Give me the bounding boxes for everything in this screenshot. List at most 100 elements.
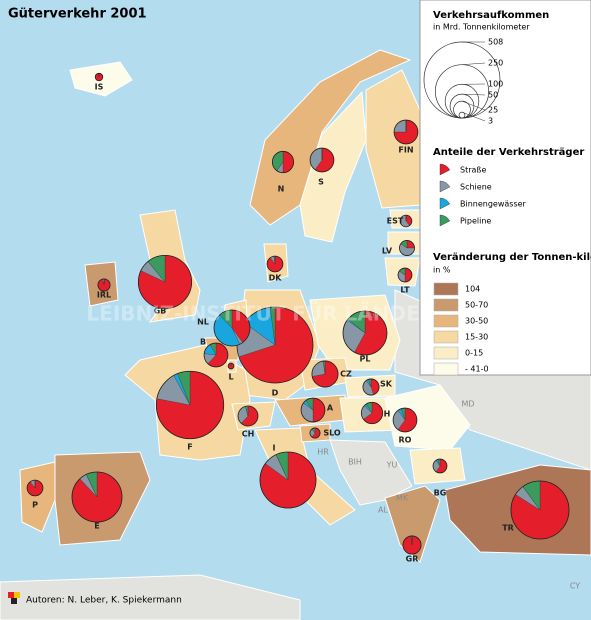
pie-outline — [360, 401, 384, 425]
logo — [14, 592, 20, 598]
leader — [461, 93, 486, 96]
country-label: EST — [387, 217, 404, 226]
country-label: SLO — [323, 429, 341, 438]
mode-label: Binnengewässer — [460, 200, 527, 209]
country — [249, 49, 412, 226]
pie-outline — [137, 254, 193, 310]
pie-outline — [402, 535, 422, 555]
country-label: IS — [95, 83, 104, 92]
leader — [461, 62, 486, 65]
pie-outline — [362, 378, 380, 396]
pie-outline — [271, 150, 295, 174]
size-label: 50 — [488, 91, 498, 100]
mode-swatch — [439, 180, 451, 193]
mode-swatch — [439, 197, 451, 210]
other-label: MD — [461, 400, 474, 409]
other-label: HR — [317, 448, 329, 457]
pie-outline — [266, 255, 284, 273]
class-label: 104 — [465, 285, 480, 294]
other-label: CY — [570, 582, 580, 591]
mode-label: Pipeline — [460, 217, 491, 226]
class-swatch — [433, 298, 459, 312]
pie-outline — [392, 407, 418, 433]
class-swatch — [433, 346, 459, 360]
mode-label: Schiene — [460, 183, 492, 192]
class-label: - 41-0 — [465, 365, 489, 374]
country — [19, 461, 56, 533]
logo — [8, 592, 14, 598]
country-label: LV — [382, 247, 393, 256]
other-label: AL — [378, 506, 388, 515]
pie-outline — [399, 214, 413, 228]
other-label: YU — [386, 461, 398, 470]
other-label: RUS — [366, 313, 379, 320]
mode-swatch — [439, 163, 451, 176]
pie-outline — [97, 278, 111, 292]
country-label: PL — [360, 355, 371, 364]
pie-outline — [510, 480, 570, 540]
class-swatch — [433, 362, 459, 376]
country-label: CZ — [340, 370, 352, 379]
leader — [461, 111, 486, 122]
country-label: E — [94, 522, 99, 531]
country-label: H — [384, 410, 391, 419]
class-label: 0-15 — [465, 349, 483, 358]
other-land — [329, 439, 413, 506]
country — [384, 384, 471, 451]
leader — [461, 100, 486, 111]
class-swatch — [433, 314, 459, 328]
pie-outline — [26, 479, 44, 497]
country-label: NL — [197, 318, 209, 327]
size-subtitle: in Mrd. Tonnenkilometer — [433, 23, 530, 32]
other-label: MK — [396, 494, 409, 503]
country-label: IRL — [97, 291, 111, 300]
mode-swatch — [439, 214, 451, 227]
pie-outline — [71, 471, 123, 523]
size-label: 3 — [488, 117, 493, 126]
country-label: I — [273, 444, 276, 453]
country-label: F — [187, 443, 192, 452]
country-label: TR — [502, 524, 514, 533]
pie-outline — [399, 240, 415, 256]
pie-outline — [311, 360, 339, 388]
country-label: GB — [154, 307, 167, 316]
country-label: L — [228, 373, 233, 382]
pie-outline — [203, 342, 229, 368]
country-label: P — [32, 501, 38, 510]
logo — [11, 598, 17, 604]
mode-label: Straße — [460, 166, 486, 175]
pie-outline — [155, 370, 225, 440]
class-swatch — [433, 282, 459, 296]
size-label: 25 — [488, 106, 498, 115]
country-label: GR — [406, 555, 419, 564]
size-label: 250 — [488, 59, 503, 68]
other-land — [0, 574, 301, 620]
pie-outline — [213, 309, 251, 347]
country — [299, 90, 367, 243]
country-label: D — [272, 389, 279, 398]
country — [384, 485, 441, 563]
pie-outline — [309, 427, 321, 439]
other-label: BIH — [348, 458, 362, 467]
legend: Verkehrsaufkommen in Mrd. Tonnenkilomete… — [423, 10, 591, 376]
size-title: Verkehrsaufkommen — [433, 10, 549, 21]
country-label: N — [278, 185, 285, 194]
country-label: S — [318, 178, 324, 187]
country-label: FIN — [398, 146, 413, 155]
pie-outline — [237, 405, 259, 427]
change-title: Veränderung der Tonnen-kilometer 1991-20… — [433, 252, 591, 263]
map-title: Güterverkehr 2001 — [8, 7, 147, 22]
country-label: DK — [269, 274, 283, 283]
class-label: 50-70 — [465, 301, 488, 310]
pie-outline — [393, 119, 419, 145]
pie-outline — [397, 267, 413, 283]
class-swatch — [433, 330, 459, 344]
class-label: 30-50 — [465, 317, 488, 326]
country-label: LT — [400, 286, 410, 295]
share-title: Anteile der Verkehrsträger — [433, 147, 584, 158]
country-label: CH — [242, 430, 255, 439]
class-label: 15-30 — [465, 333, 488, 342]
pie-outline — [227, 362, 235, 370]
